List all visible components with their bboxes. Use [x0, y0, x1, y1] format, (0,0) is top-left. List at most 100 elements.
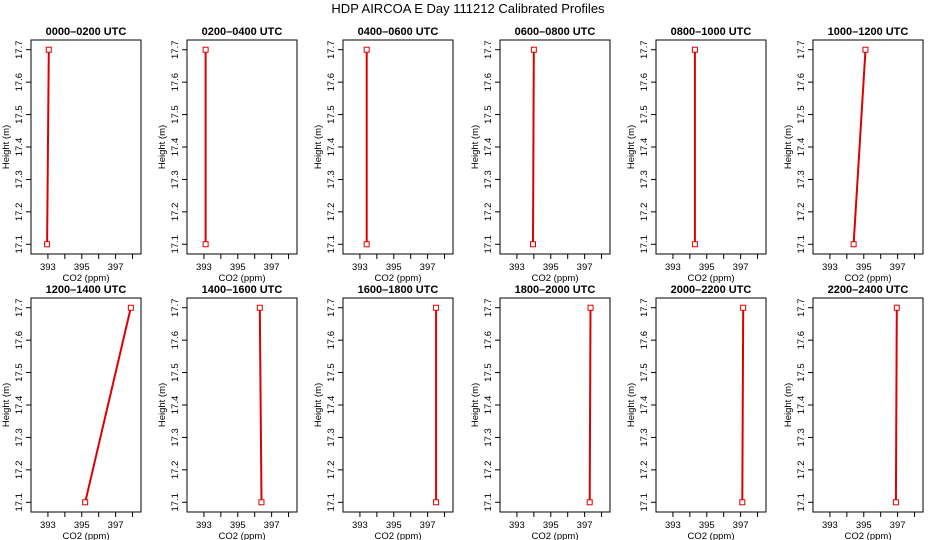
x-tick-label: 397: [108, 520, 124, 531]
data-point-marker: [127, 304, 134, 311]
y-tick-label: 17.4: [639, 138, 650, 157]
data-point-marker: [45, 46, 52, 53]
y-tick-label: 17.4: [170, 138, 181, 157]
y-axis-label: Height (m): [626, 383, 637, 427]
profile-line: [852, 49, 867, 245]
y-axis-label: Height (m): [783, 125, 794, 169]
y-tick-label: 17.6: [326, 73, 337, 92]
y-tick-label: 17.7: [326, 40, 337, 59]
profile-line: [532, 49, 535, 245]
x-tick-label: 397: [420, 520, 436, 531]
x-tick-label: 397: [108, 262, 124, 273]
y-tick-label: 17.4: [14, 396, 25, 415]
y-tick-label: 17.1: [14, 235, 25, 254]
data-point-marker: [587, 304, 594, 311]
y-tick-label: 17.5: [796, 105, 807, 124]
x-axis-label: CO2 (ppm): [219, 273, 266, 284]
plot-frame: [655, 297, 767, 513]
y-tick-label: 17.3: [170, 170, 181, 189]
y-tick-label: 17.3: [326, 428, 337, 447]
y-axis-label: Height (m): [783, 383, 794, 427]
panel-title: 1600–1800 UTC: [358, 284, 439, 296]
data-point-marker: [892, 499, 899, 506]
y-tick-label: 17.3: [796, 170, 807, 189]
x-tick-label: 395: [230, 262, 246, 273]
y-tick-label: 17.6: [796, 73, 807, 92]
data-point-marker: [739, 499, 746, 506]
y-tick-label: 17.1: [170, 493, 181, 512]
x-tick-label: 395: [386, 520, 402, 531]
y-tick-label: 17.1: [326, 493, 337, 512]
figure-title: HDP AIRCOA E Day 111212 Calibrated Profi…: [331, 1, 605, 16]
y-tick-label: 17.7: [639, 298, 650, 317]
data-point-marker: [363, 241, 370, 248]
y-axis-label: Height (m): [157, 383, 168, 427]
x-tick-label: 395: [74, 262, 90, 273]
y-tick-label: 17.3: [639, 428, 650, 447]
y-tick-label: 17.7: [796, 40, 807, 59]
data-point-marker: [893, 304, 900, 311]
panel-title: 1800–2000 UTC: [515, 284, 596, 296]
y-tick-label: 17.7: [170, 40, 181, 59]
y-tick-label: 17.2: [639, 461, 650, 480]
y-tick-label: 17.7: [326, 298, 337, 317]
y-tick-label: 17.4: [14, 138, 25, 157]
y-tick-label: 17.5: [170, 363, 181, 382]
y-tick-label: 17.7: [796, 298, 807, 317]
y-tick-label: 17.2: [14, 203, 25, 222]
x-axis-label: CO2 (ppm): [63, 273, 110, 284]
profile-line: [84, 307, 132, 503]
x-axis-label: CO2 (ppm): [219, 531, 266, 540]
y-tick-label: 17.4: [170, 396, 181, 415]
y-tick-label: 17.3: [483, 428, 494, 447]
y-tick-label: 17.5: [796, 363, 807, 382]
y-axis-label: Height (m): [313, 125, 324, 169]
profile-line: [894, 307, 898, 503]
y-tick-label: 17.2: [170, 461, 181, 480]
y-tick-label: 17.5: [326, 363, 337, 382]
y-tick-label: 17.5: [639, 105, 650, 124]
panel-title: 2200–2400 UTC: [828, 284, 909, 296]
data-point-marker: [256, 304, 263, 311]
x-axis-label: CO2 (ppm): [845, 273, 892, 284]
y-tick-label: 17.4: [796, 396, 807, 415]
data-point-marker: [258, 499, 265, 506]
x-tick-label: 397: [420, 262, 436, 273]
x-tick-label: 397: [264, 520, 280, 531]
x-tick-label: 393: [40, 262, 56, 273]
panel-title: 2000–2200 UTC: [671, 284, 752, 296]
y-axis-label: Height (m): [626, 125, 637, 169]
panel-title: 0800–1000 UTC: [671, 26, 752, 38]
panel-title: 1000–1200 UTC: [828, 26, 909, 38]
y-tick-label: 17.2: [326, 203, 337, 222]
y-tick-label: 17.4: [483, 138, 494, 157]
plot-frame: [812, 297, 924, 513]
x-axis-label: CO2 (ppm): [532, 273, 579, 284]
x-tick-label: 397: [577, 520, 593, 531]
data-point-marker: [82, 499, 89, 506]
data-point-marker: [850, 241, 857, 248]
data-point-marker: [433, 304, 440, 311]
data-point-marker: [862, 46, 869, 53]
y-tick-label: 17.1: [170, 235, 181, 254]
x-tick-label: 397: [890, 520, 906, 531]
y-tick-label: 17.2: [326, 461, 337, 480]
y-tick-label: 17.3: [483, 170, 494, 189]
x-tick-label: 397: [264, 262, 280, 273]
panel-title: 1400–1600 UTC: [202, 284, 283, 296]
y-tick-label: 17.2: [483, 461, 494, 480]
y-tick-label: 17.5: [14, 363, 25, 382]
y-tick-label: 17.2: [170, 203, 181, 222]
y-tick-label: 17.2: [483, 203, 494, 222]
y-tick-label: 17.1: [483, 235, 494, 254]
y-tick-label: 17.1: [639, 493, 650, 512]
plot-frame: [499, 297, 611, 513]
profile-line: [741, 307, 745, 503]
y-tick-label: 17.1: [14, 493, 25, 512]
x-tick-label: 395: [699, 520, 715, 531]
